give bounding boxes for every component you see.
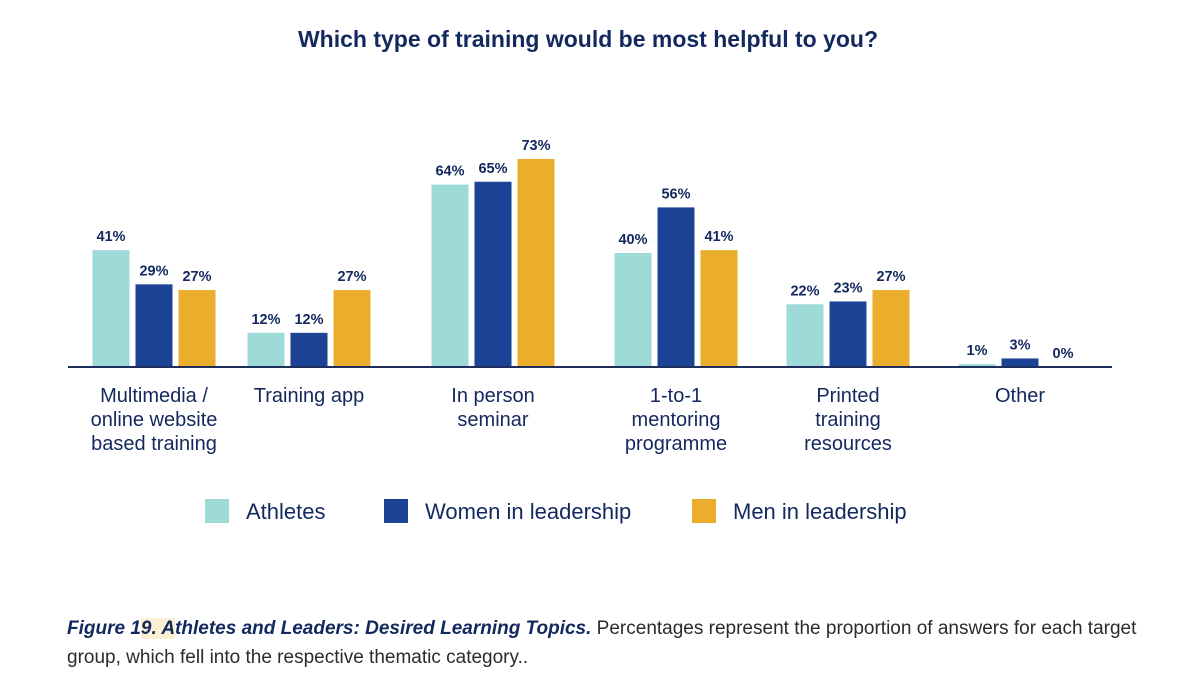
category-label-2-line-1: Training app [254,385,364,407]
legend-label-3: Men in leadership [733,499,907,524]
value-label-4-3: 41% [704,229,733,245]
figure-label-post: thletes and Leaders: Desired Learning To… [175,618,592,639]
value-label-2-1: 12% [251,312,280,328]
value-label-3-2: 65% [478,161,507,177]
bar-5-3 [872,290,910,367]
category-label-1-line-3: based training [91,433,217,455]
category-label-1-line-1: Multimedia / [100,385,208,407]
bar-4-3 [700,250,738,367]
value-label-4-1: 40% [618,232,647,248]
bar-1-2 [135,284,173,367]
bar-2-2 [290,332,328,367]
bar-3-2 [474,181,512,367]
legend-swatch-3 [692,499,716,523]
category-label-3-line-2: seminar [457,409,528,431]
legend-label-1: Athletes [246,499,326,524]
caption-text: Percentages represent the proportion of … [67,618,1137,668]
value-label-3-3: 73% [521,138,550,154]
value-label-4-2: 56% [661,186,690,202]
figure-caption: Figure 19. Athletes and Leaders: Desired… [67,614,1177,672]
category-label-5-line-1: Printed [816,385,879,407]
bar-4-1 [614,253,652,367]
value-label-1-1: 41% [96,229,125,245]
category-label-1-line-2: online website [91,409,218,431]
category-label-6-line-1: Other [995,385,1045,407]
value-label-3-1: 64% [435,164,464,180]
value-label-2-2: 12% [294,312,323,328]
figure-label-pre: Figure 1 [67,618,141,639]
category-label-4-line-2: mentoring [632,409,721,431]
value-label-1-3: 27% [182,269,211,285]
value-label-2-3: 27% [337,269,366,285]
bar-chart: 41% 29% 27% 12% 12% 27% 64% 65% 73% 40% 56% 41% 22% 2… [68,138,1112,524]
legend-label-2: Women in leadership [425,499,631,524]
bar-6-1 [958,364,996,367]
bar-2-3 [333,290,371,367]
category-label-4-line-1: 1-to-1 [650,385,702,407]
bar-1-3 [178,290,216,367]
bar-5-1 [786,304,824,367]
chart-title: Which type of training would be most hel… [297,26,879,52]
bar-2-1 [247,332,285,367]
legend-swatch-1 [205,499,229,523]
category-label-3-line-1: In person [451,385,534,407]
figure-label: Figure 19. Athletes and Leaders: Desired… [67,618,591,639]
value-label-6-2: 3% [1010,337,1031,353]
value-label-1-2: 29% [139,263,168,279]
bar-4-2 [657,207,695,367]
value-label-5-1: 22% [790,283,819,299]
bar-6-2 [1001,358,1039,367]
category-label-4-line-3: programme [625,433,727,455]
bar-1-1 [92,250,130,367]
legend-swatch-2 [384,499,408,523]
value-label-5-3: 27% [876,269,905,285]
category-label-5-line-3: resources [804,433,892,455]
category-label-5-line-2: training [815,409,881,431]
bar-3-3 [517,158,555,367]
value-label-6-3: 0% [1053,346,1074,362]
legend: Athletes Women in leadership Men in leader… [205,499,907,524]
bars-layer: 41% 29% 27% 12% 12% 27% 64% 65% 73% 40% 56% 41% 22% 2… [92,138,1074,367]
figure-label-highlight: 9. A [140,618,176,639]
value-label-5-2: 23% [833,280,862,296]
bar-5-2 [829,301,867,367]
value-label-6-1: 1% [967,343,988,359]
bar-3-1 [431,184,469,367]
